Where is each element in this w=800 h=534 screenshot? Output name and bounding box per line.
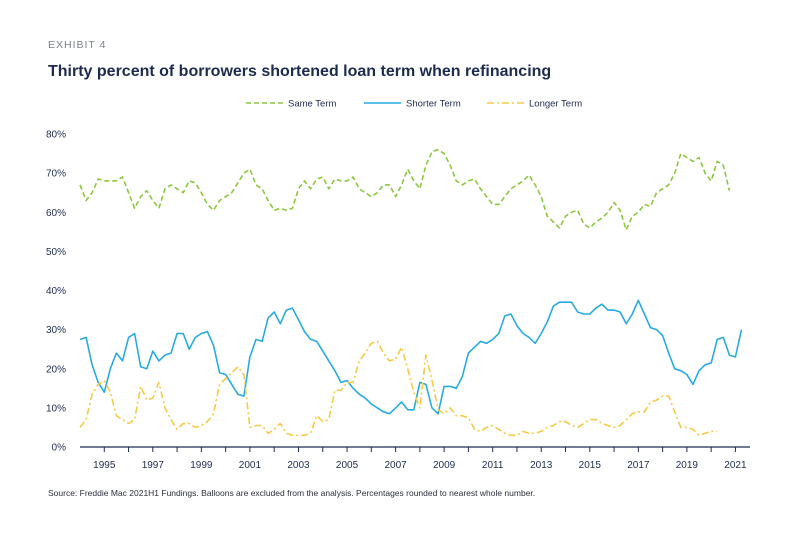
y-tick-label: 60% — [46, 208, 66, 219]
x-tick-label: 2005 — [336, 460, 359, 471]
x-tick-label: 1995 — [93, 460, 116, 471]
x-tick-label: 2021 — [724, 460, 747, 471]
x-tick-label: 1999 — [190, 460, 213, 471]
chart-title: Thirty percent of borrowers shortened lo… — [48, 63, 552, 80]
x-tick-label: 2015 — [579, 460, 602, 471]
legend-label: Longer Term — [529, 99, 582, 110]
legend: Same Term Shorter Term Longer Term — [246, 99, 582, 110]
legend-label: Same Term — [288, 99, 336, 110]
series-line-longer-term — [79, 340, 718, 437]
x-tick-label: 2011 — [482, 460, 504, 471]
y-tick-label: 20% — [46, 364, 66, 375]
y-tick-label: 50% — [46, 247, 66, 258]
x-tick-label: 2017 — [627, 460, 650, 471]
exhibit-label: EXHIBIT 4 — [48, 39, 107, 51]
series-line-shorter-term — [79, 299, 743, 415]
y-tick-label: 0% — [52, 443, 67, 454]
legend-label: Shorter Term — [406, 99, 461, 110]
y-tick-label: 80% — [46, 130, 66, 141]
y-tick-label: 70% — [46, 169, 66, 180]
plot-lines — [79, 148, 743, 437]
x-tick-label: 1997 — [142, 460, 165, 471]
source-note: Source: Freddie Mac 2021H1 Fundings. Bal… — [48, 488, 536, 498]
x-tick-label: 2019 — [676, 460, 699, 471]
y-tick-label: 10% — [46, 403, 66, 414]
x-tick-label: 2001 — [239, 460, 262, 471]
x-tick-label: 2007 — [384, 460, 407, 471]
series-line-same-term — [79, 148, 731, 231]
y-tick-label: 30% — [46, 325, 66, 336]
y-axis: 0% 10% 20% 30% 40% 50% 60% 70% 80% — [46, 130, 66, 454]
x-tick-label: 2013 — [530, 460, 553, 471]
y-tick-label: 40% — [46, 286, 66, 297]
x-axis: 1995 1997 1999 2001 2003 2005 2007 2009 2011 2013… — [80, 446, 750, 471]
x-tick-label: 2009 — [433, 460, 456, 471]
x-tick-label: 2003 — [287, 460, 310, 471]
